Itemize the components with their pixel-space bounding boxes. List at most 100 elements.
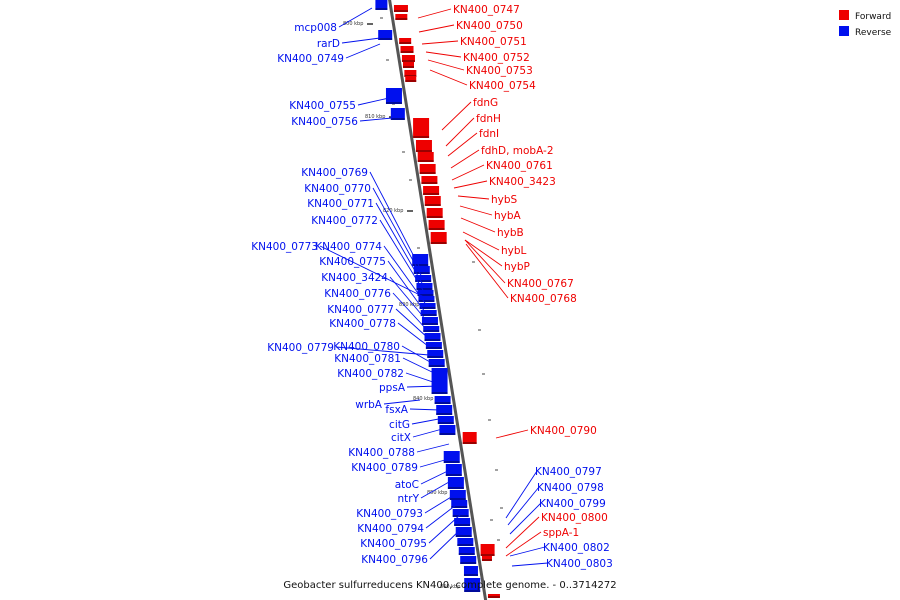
forward-leader-line [418,24,455,33]
reverse-gene-block-shade [418,300,435,302]
reverse-gene-block-shade [464,590,481,592]
forward-gene-block [424,196,441,206]
reverse-gene-block-shade [385,102,402,104]
forward-leader-line [417,8,452,19]
forward-leader-line [447,132,478,157]
forward-gene-block [428,220,445,230]
forward-gene-label: KN400_0790 [530,425,597,437]
reverse-gene-label: KN400_0779 [267,342,334,354]
reverse-gene-block [431,368,448,394]
reverse-gene-block [425,342,442,349]
reverse-gene-label: KN400_0780 [333,341,400,353]
gene-labels: KN400_0747 KN400_0750 KN400_0751 KN400_0752… [251,4,613,570]
reverse-leader-line [387,260,426,313]
reverse-leader-line [507,486,540,526]
forward-gene-label: KN400_0767 [507,278,574,290]
forward-gene-block-shade [421,182,438,184]
forward-gene-label: KN400_0752 [463,52,530,64]
forward-gene-block-shade [423,193,440,195]
forward-gene-label: fdnG [473,97,498,109]
reverse-gene-block [460,556,477,564]
forward-gene-block-shade [395,18,408,20]
reverse-leader-line [412,427,447,438]
reverse-gene-block [415,275,432,282]
reverse-gene-label: KN400_0799 [539,498,606,510]
reverse-gene-block [385,88,402,104]
forward-gene-label: hybS [491,194,518,206]
reverse-leader-line [389,276,427,321]
forward-leader-line [453,180,488,189]
reverse-gene-label: KN400_0782 [337,368,404,380]
reverse-gene-label: KN400_0781 [334,353,401,365]
forward-gene-label: hybL [501,245,527,257]
reverse-leader-line [375,202,423,284]
genome-axis [388,0,488,600]
reverse-leader-line [383,245,426,304]
forward-gene-block-shade [424,204,441,206]
reverse-leader-line [429,527,463,560]
forward-gene-block-shade [428,228,445,230]
forward-gene-label: hybB [497,227,524,239]
forward-leader-line [457,195,490,200]
kbp-tick-label: 830 kbp [399,302,419,308]
forward-gene-block [393,5,408,12]
reverse-gene-block-shade [413,272,430,274]
kbp-tick-label: 820 kbp [383,208,403,214]
forward-gene-block [426,208,443,218]
reverse-gene-block [457,538,474,546]
reverse-leader-line [341,37,381,44]
reverse-gene-block [420,310,437,316]
reverse-gene-label: KN400_0770 [304,183,371,195]
reverse-gene-block-shade [425,347,442,349]
reverse-gene-label: KN400_0749 [277,53,344,65]
forward-gene-block [487,594,500,598]
reverse-leader-line [379,219,424,291]
reverse-leader-line [335,346,430,356]
gene-blocks [375,0,500,598]
reverse-leader-line [509,546,546,557]
reverse-leader-line [383,399,421,405]
forward-leader-line [465,243,509,299]
reverse-gene-block-shade [436,413,453,415]
reverse-gene-block [436,405,453,415]
reverse-gene-block-shade [452,515,469,517]
reverse-gene-block [375,0,388,10]
forward-leader-line [495,429,529,439]
forward-gene-block [462,432,477,444]
reverse-gene-block-shade [460,562,477,564]
forward-leader-line [445,117,475,147]
forward-gene-block [419,164,436,174]
forward-gene-label: KN400_0751 [460,36,527,48]
reverse-gene-block [417,290,434,296]
reverse-gene-block-shade [428,365,445,367]
forward-gene-block [423,186,440,195]
reverse-gene-block [413,266,430,274]
reverse-gene-block-shade [431,392,448,394]
reverse-gene-block-shade [421,323,438,325]
reverse-gene-label: KN400_0794 [357,523,424,535]
reverse-gene-block-shade [378,38,393,40]
forward-leader-line [450,149,480,169]
forward-gene-block-shade [415,150,432,152]
reverse-gene-block-shade [415,280,432,282]
forward-gene-block [395,14,408,20]
reverse-gene-block [419,303,436,309]
forward-gene-block [481,556,492,561]
reverse-gene-label: KN400_0775 [319,256,386,268]
forward-leader-line [441,101,472,131]
forward-gene-label: KN400_0768 [510,293,577,305]
reverse-leader-line [392,292,428,331]
genome-caption: Geobacter sulfurreducens KN400, complete… [283,580,616,591]
forward-gene-label: fdnH [476,113,501,125]
reverse-gene-label: ppsA [379,382,406,394]
reverse-gene-label: KN400_0796 [361,554,428,566]
forward-leader-line [425,51,462,58]
reverse-gene-block [424,333,441,341]
reverse-gene-block-shade [455,535,472,537]
legend-forward-swatch [839,10,849,20]
forward-gene-block [413,118,430,138]
reverse-gene-block [443,451,460,463]
reverse-gene-block [454,518,471,526]
reverse-gene-block [458,547,475,555]
reverse-leader-line [409,408,441,411]
